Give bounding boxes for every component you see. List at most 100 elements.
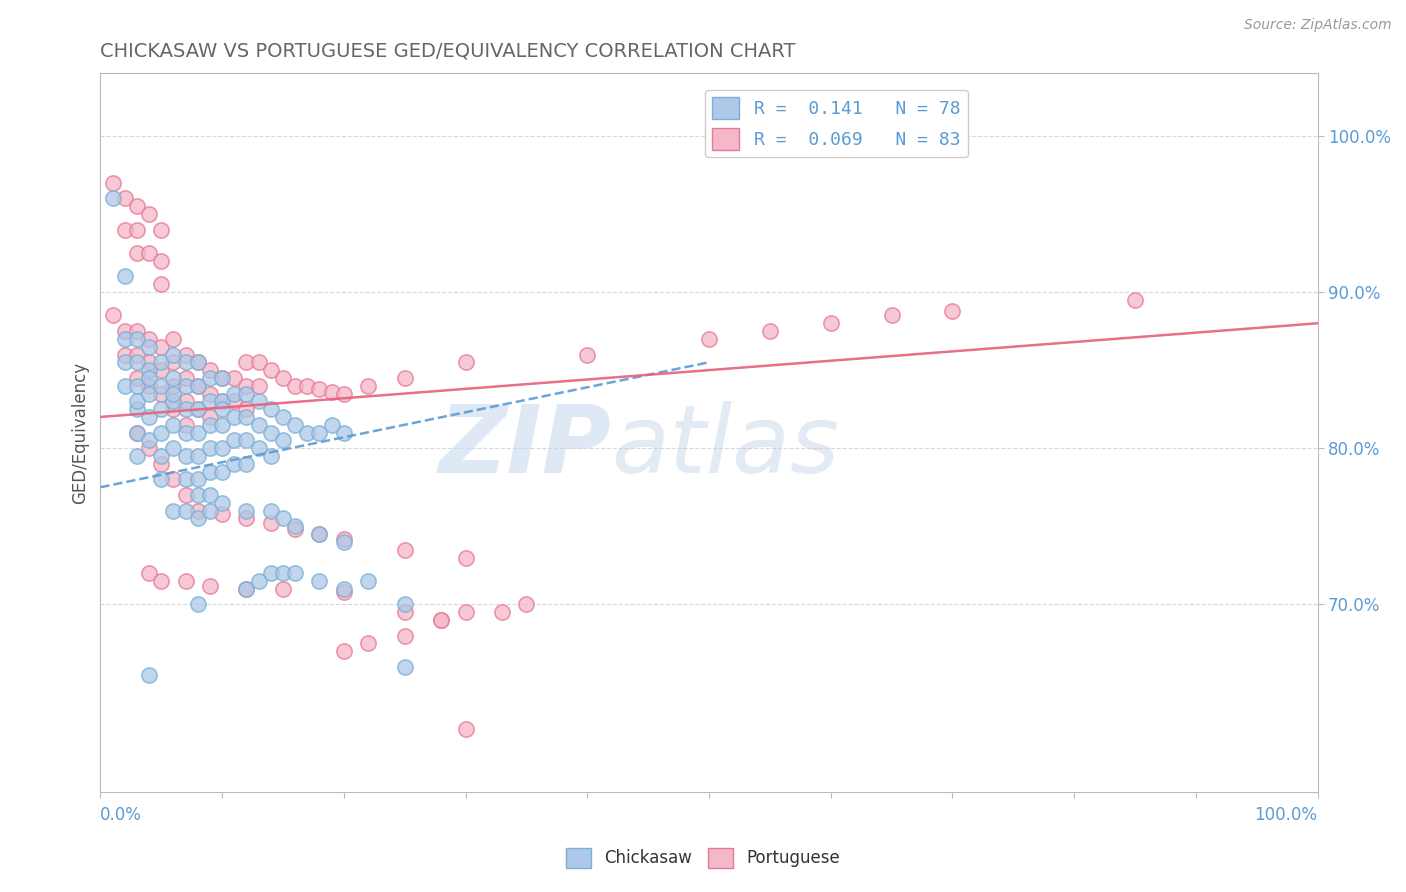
Point (187, 355, 209, 369)
Point (174, 402, 197, 417)
Point (187, 402, 209, 417)
Point (138, 340, 160, 354)
Point (174, 347, 197, 361)
Point (162, 371, 184, 385)
Point (162, 355, 184, 369)
Point (198, 371, 221, 385)
Point (284, 566, 307, 581)
Point (247, 378, 270, 392)
Point (125, 402, 148, 417)
Point (125, 394, 148, 409)
Point (271, 409, 294, 424)
Point (271, 371, 294, 385)
Point (150, 355, 173, 369)
Point (138, 378, 160, 392)
Point (224, 386, 246, 401)
Point (430, 613, 453, 627)
Point (260, 566, 283, 581)
Point (125, 425, 148, 440)
Point (174, 417, 197, 432)
Point (308, 527, 330, 541)
Point (260, 363, 283, 377)
Point (187, 378, 209, 392)
Point (198, 503, 221, 517)
Point (150, 340, 173, 354)
Point (308, 574, 330, 588)
Point (1123, 293, 1146, 307)
Point (271, 566, 294, 581)
Point (224, 457, 246, 471)
Point (187, 503, 209, 517)
Point (284, 378, 307, 392)
Point (198, 441, 221, 455)
Point (162, 394, 184, 409)
Legend: Chickasaw, Portuguese: Chickasaw, Portuguese (558, 841, 848, 875)
Point (138, 332, 160, 346)
Point (880, 309, 903, 323)
Point (454, 605, 477, 619)
Point (333, 644, 356, 658)
Point (333, 582, 356, 596)
Point (759, 324, 782, 338)
Point (187, 402, 209, 417)
Point (211, 441, 233, 455)
Point (174, 472, 197, 486)
Point (125, 378, 148, 392)
Point (198, 465, 221, 479)
Point (430, 613, 453, 627)
Point (162, 441, 184, 455)
Point (941, 303, 963, 318)
Point (114, 355, 136, 369)
Point (247, 574, 270, 588)
Point (138, 441, 160, 455)
Point (138, 207, 160, 221)
Point (187, 511, 209, 525)
Legend: R =  0.141   N = 78, R =  0.069   N = 83: R = 0.141 N = 78, R = 0.069 N = 83 (706, 89, 967, 157)
Point (174, 371, 197, 385)
Point (114, 269, 136, 284)
Point (138, 355, 160, 369)
Point (174, 574, 197, 588)
Point (125, 347, 148, 361)
Point (138, 246, 160, 260)
Point (235, 582, 257, 596)
Point (235, 378, 257, 392)
Point (138, 566, 160, 581)
Text: CHICKASAW VS PORTUGUESE GED/EQUIVALENCY CORRELATION CHART: CHICKASAW VS PORTUGUESE GED/EQUIVALENCY … (100, 42, 796, 61)
Point (174, 488, 197, 502)
Point (198, 386, 221, 401)
Point (271, 511, 294, 525)
Point (308, 425, 330, 440)
Point (150, 378, 173, 392)
Point (138, 667, 160, 681)
Point (247, 394, 270, 409)
Point (101, 176, 124, 190)
Point (697, 332, 720, 346)
Point (308, 527, 330, 541)
Text: ZIP: ZIP (439, 401, 612, 493)
Point (260, 516, 283, 530)
Point (235, 582, 257, 596)
Point (150, 457, 173, 471)
Point (224, 371, 246, 385)
Point (138, 386, 160, 401)
Point (101, 309, 124, 323)
Point (114, 332, 136, 346)
Point (150, 277, 173, 292)
Point (235, 503, 257, 517)
Point (138, 409, 160, 424)
Point (297, 378, 319, 392)
Point (162, 386, 184, 401)
Point (211, 371, 233, 385)
Point (150, 363, 173, 377)
Point (235, 434, 257, 448)
Point (515, 598, 537, 612)
Point (576, 347, 599, 361)
Point (235, 457, 257, 471)
Point (235, 409, 257, 424)
Point (333, 535, 356, 549)
Point (174, 425, 197, 440)
Point (125, 449, 148, 463)
Point (162, 332, 184, 346)
Point (114, 347, 136, 361)
